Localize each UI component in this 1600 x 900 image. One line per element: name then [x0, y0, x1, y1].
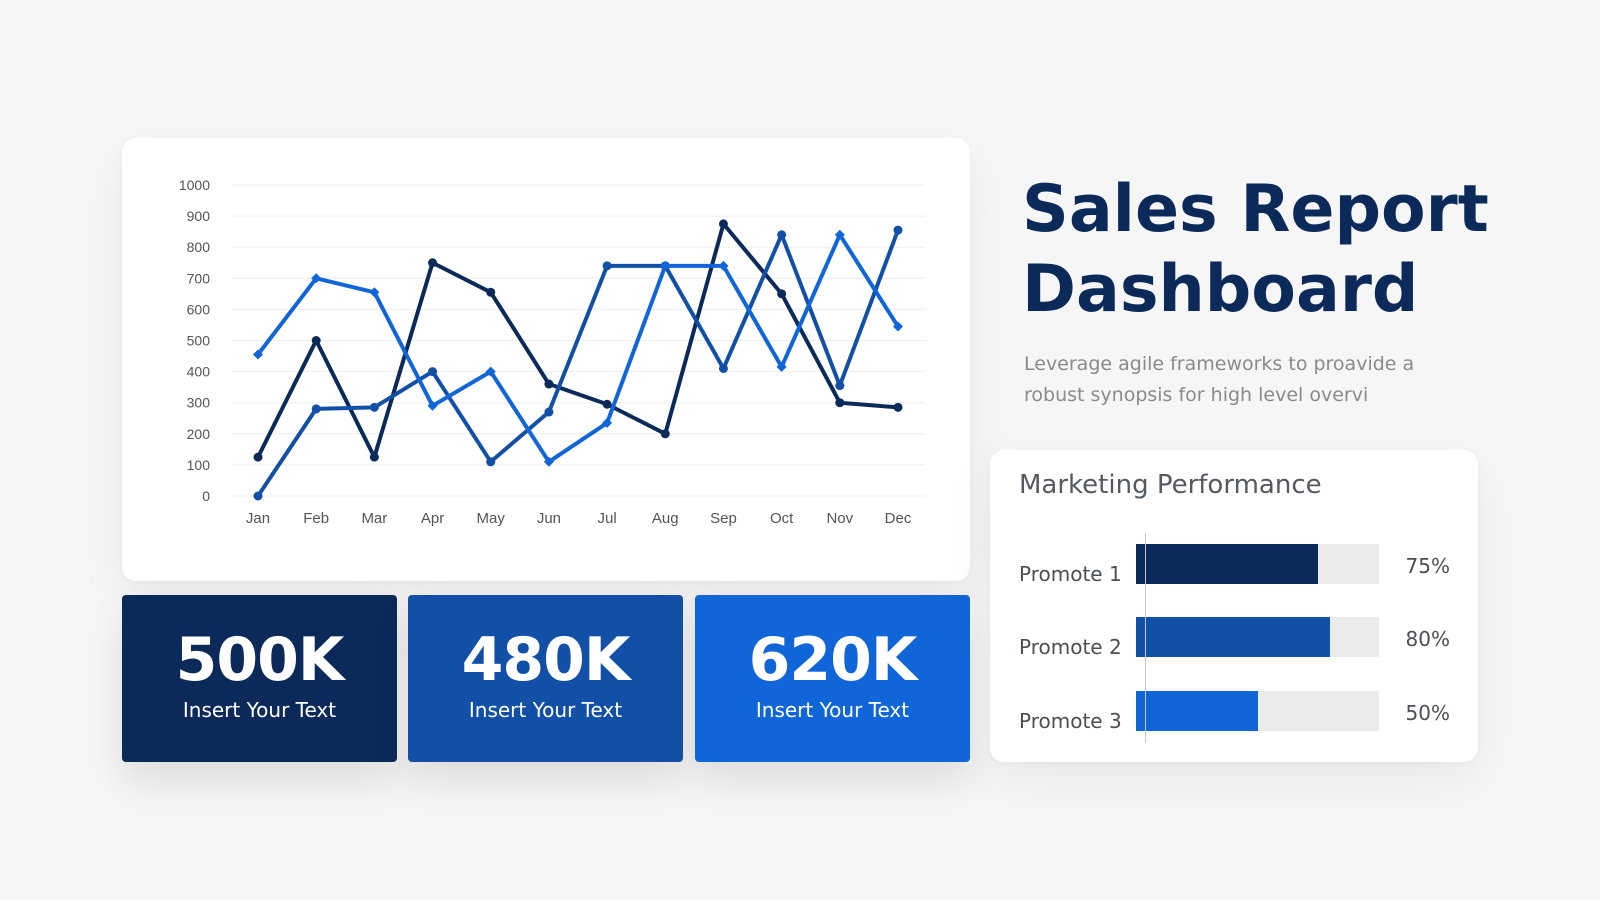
x-tick-label: Dec [885, 510, 912, 527]
y-tick-label: 900 [187, 208, 211, 224]
data-point-series-3 [369, 287, 380, 298]
y-tick-label: 800 [187, 239, 211, 255]
promote-row-3: Promote 3 50% [990, 691, 1478, 751]
y-tick-label: 200 [187, 426, 211, 442]
data-point-series-3 [427, 400, 438, 411]
data-point-series-2 [253, 491, 263, 501]
y-tick-label: 400 [187, 364, 211, 380]
progress-axis-line [1145, 533, 1146, 743]
promote-progress-track [1136, 691, 1379, 731]
data-point-series-2 [311, 404, 321, 414]
data-point-series-3 [543, 456, 554, 467]
x-tick-label: Nov [826, 510, 853, 527]
data-point-series-3 [718, 260, 729, 271]
y-tick-label: 300 [187, 395, 211, 411]
data-point-series-2 [544, 407, 554, 417]
x-tick-label: Oct [770, 510, 794, 527]
x-tick-label: Jun [537, 510, 561, 527]
promote-progress-fill [1136, 544, 1319, 584]
stat-label: Insert Your Text [468, 698, 623, 722]
x-tick-label: Aug [652, 510, 679, 527]
series-line-2 [256, 228, 900, 498]
line-chart: 0 100 200 300 400 500 600 700 800 900 1000 Jan Feb Ma… [179, 177, 925, 527]
marketing-performance-card: Marketing Performance Promote 1 75% Prom… [990, 450, 1478, 762]
data-point-series-3 [893, 321, 903, 332]
stat-tile-1: 500K Insert Your Text [122, 595, 397, 762]
y-tick-label: 700 [187, 270, 211, 286]
stat-tile-2: 480K Insert Your Text [408, 595, 683, 762]
y-tick-label: 1000 [179, 177, 210, 193]
data-point-series-1 [369, 452, 379, 462]
promote-percent: 75% [1405, 554, 1450, 578]
x-tick-label: Sep [710, 510, 737, 527]
data-point-series-1 [486, 287, 496, 297]
y-tick-label: 0 [202, 488, 210, 504]
promote-row-1: Promote 1 75% [990, 544, 1478, 604]
data-point-series-1 [428, 258, 438, 268]
page-subtitle: Leverage agile frameworks to proavide a … [1024, 353, 1415, 406]
y-tick-label: 100 [187, 457, 211, 473]
data-point-series-1 [660, 429, 670, 439]
data-point-series-3 [602, 417, 613, 428]
data-point-series-2 [893, 225, 903, 235]
data-point-series-2 [777, 230, 787, 240]
data-point-series-1 [777, 289, 787, 299]
stat-value: 480K [461, 625, 631, 695]
stat-label: Insert Your Text [182, 698, 337, 722]
x-tick-label: Jul [597, 510, 616, 527]
series-line-3 [256, 232, 900, 464]
stat-label: Insert Your Text [755, 698, 910, 722]
page-title-line-1: Sales Report [1022, 172, 1489, 247]
data-point-series-2 [486, 457, 496, 467]
data-point-series-3 [660, 260, 671, 271]
y-tick-label: 600 [187, 301, 211, 317]
data-point-series-3 [776, 361, 787, 372]
data-point-series-3 [311, 273, 322, 284]
data-point-series-1 [893, 402, 903, 412]
promote-percent: 50% [1405, 701, 1450, 725]
data-point-series-3 [834, 229, 845, 240]
series-line-1 [256, 221, 900, 460]
promote-label: Promote 2 [1019, 635, 1122, 659]
data-point-series-2 [602, 261, 612, 271]
data-point-series-1 [311, 336, 321, 345]
promote-progress-track [1136, 617, 1379, 657]
data-point-series-1 [602, 399, 612, 409]
x-tick-label: Jan [246, 510, 270, 527]
data-point-series-2 [835, 381, 845, 391]
promote-progress-track [1136, 544, 1379, 584]
x-tick-label: Feb [303, 510, 329, 527]
promote-percent: 80% [1405, 627, 1450, 651]
data-point-series-1 [253, 452, 263, 462]
line-chart-card: 0 100 200 300 400 500 600 700 800 900 1000 Jan Feb Ma… [122, 138, 970, 581]
promote-label: Promote 3 [1019, 709, 1122, 733]
data-point-series-2 [369, 402, 379, 412]
x-tick-label: Apr [421, 510, 444, 527]
data-point-series-2 [718, 363, 728, 373]
stat-value: 500K [175, 625, 345, 695]
promote-progress-fill [1136, 691, 1258, 731]
data-point-series-2 [428, 367, 438, 377]
data-point-series-1 [544, 379, 554, 389]
data-point-series-3 [253, 349, 263, 360]
data-point-series-1 [718, 219, 728, 229]
promote-progress-fill [1136, 617, 1331, 657]
x-tick-label: Mar [361, 510, 387, 527]
page-title-line-2: Dashboard [1022, 252, 1419, 327]
data-point-series-3 [485, 366, 496, 377]
promote-row-2: Promote 2 80% [990, 617, 1478, 677]
stat-tile-3: 620K Insert Your Text [695, 595, 970, 762]
y-tick-label: 500 [187, 333, 211, 349]
x-tick-label: May [477, 510, 506, 527]
stat-value: 620K [748, 625, 918, 695]
page-title: Sales Report Dashboard [1022, 170, 1542, 330]
promote-label: Promote 1 [1019, 562, 1122, 586]
marketing-performance-title: Marketing Performance [1019, 470, 1322, 500]
data-point-series-1 [835, 398, 845, 408]
